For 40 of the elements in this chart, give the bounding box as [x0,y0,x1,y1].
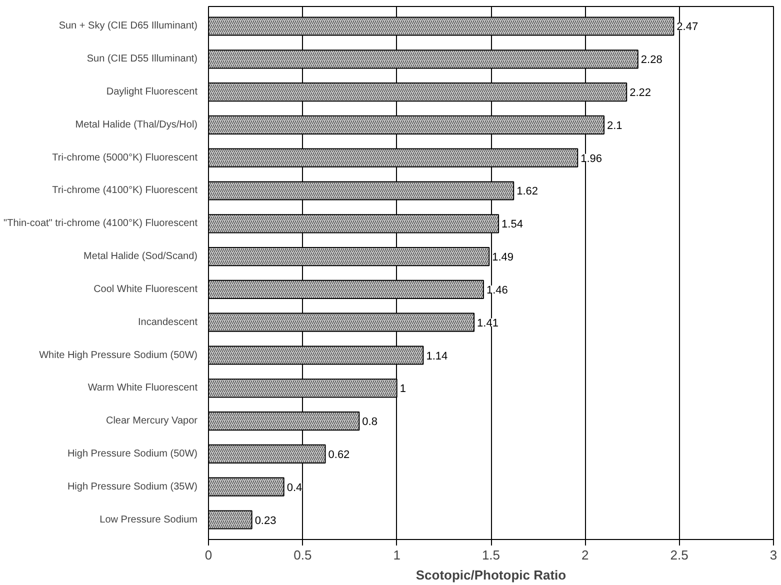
x-tick-label: 1.5 [482,548,500,562]
data-label: 1.96 [580,152,602,165]
data-label: 1.49 [492,252,514,264]
x-tick-label: 3 [770,548,778,562]
y-tick-label: Tri-chrome (4100°K) Fluorescent [52,185,198,196]
data-label: 2.47 [676,21,698,34]
x-tick-label: 2 [582,548,589,562]
data-label: 0.8 [362,416,378,428]
data-label: 2.28 [640,54,662,66]
data-label: 0.4 [286,482,302,494]
y-tick-label: Cool White Fluorescent [94,284,198,295]
x-tick-label: 2.5 [670,548,688,562]
data-label: 1 [400,383,406,396]
data-label: 2.1 [607,120,622,132]
y-tick-label: Metal Halide (Sod/Scand) [84,251,198,262]
y-tick-label: White High Pressure Sodium (50W) [39,350,198,361]
x-tick-label: 1 [393,548,400,562]
y-tick-label: Warm White Fluorescent [88,382,198,394]
data-label: 1.14 [426,350,448,362]
data-label: 1.54 [502,218,523,231]
data-label: 0.23 [254,514,276,527]
x-tick-label: 0.5 [294,548,312,562]
y-tick-label: Sun (CIE D55 Illuminant) [86,54,198,65]
y-tick-label: Clear Mercury Vapor [106,416,198,427]
data-label: 1.46 [486,284,508,296]
x-tick-label: 0 [204,548,212,562]
data-label: 1.62 [516,186,538,198]
y-tick-label: "Thin-coat" tri-chrome (4100°K) Fluorescent [4,218,198,230]
data-label: 0.62 [328,448,350,461]
y-tick-label: Daylight Fluorescent [106,86,198,98]
data-label: 1.41 [477,317,498,330]
y-tick-label: Metal Halide (Thal/Dys/Hol) [75,119,198,130]
x-axis-title: Scotopic/Photopic Ratio [416,568,566,582]
y-tick-label: High Pressure Sodium (50W) [67,448,198,460]
y-tick-label: Tri-chrome (5000°K) Fluorescent [52,152,198,164]
data-label: 2.22 [630,87,652,100]
y-tick-label: Incandescent [138,316,198,328]
y-tick-label: High Pressure Sodium (35W) [67,481,198,492]
y-tick-label: Low Pressure Sodium [100,514,198,526]
y-tick-label: Sun + Sky (CIE D65 Illuminant) [58,20,198,32]
